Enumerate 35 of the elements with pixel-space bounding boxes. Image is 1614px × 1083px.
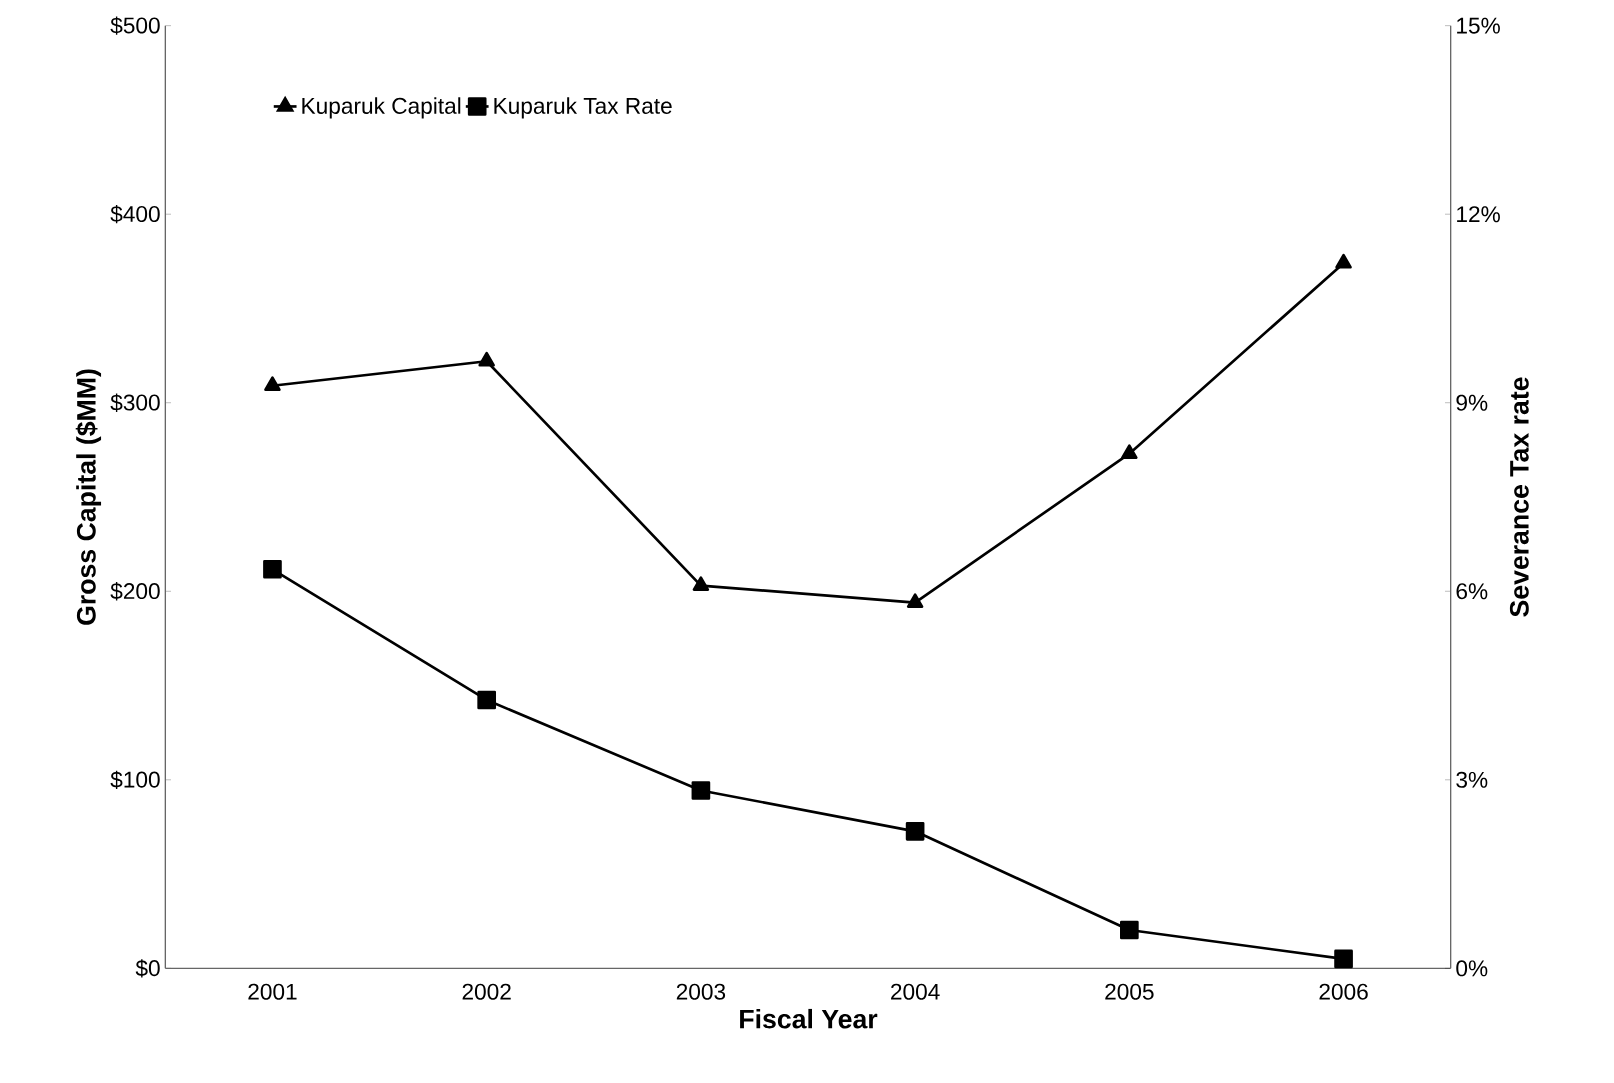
x-tick-label: 2003 [676,983,726,1000]
y2-axis-title: Severance Tax rate [1509,377,1529,617]
y2-tick-label: 15% [1457,17,1500,34]
point [1121,444,1138,459]
point [692,576,710,591]
x-tick-label: 2001 [248,983,297,1000]
legend-label: Kuparuk Capital [302,97,461,119]
y2-tick-label: 3% [1456,771,1488,788]
y2-tick-label: 12% [1457,206,1500,223]
y2-tick-label: 6% [1456,583,1488,600]
y-tick-label: $0 [135,959,160,978]
point [477,690,497,710]
y-tick-label: $200 [110,582,160,601]
point [906,593,924,608]
y-tick-label: $300 [110,393,160,412]
point [1334,949,1353,969]
point [478,351,495,367]
y-axis-title: Gross Capital ($MM) [75,369,102,625]
x-tick-label: 2002 [462,983,511,1000]
x-axis-title: Fiscal Year [740,1008,878,1029]
point [264,376,281,392]
y2-tick-label: 9% [1456,394,1488,411]
point [263,559,282,579]
y-tick-label: $400 [110,205,160,224]
point [1120,920,1139,940]
point [1335,253,1352,269]
y2-tick-label: 0% [1456,960,1488,977]
point [905,821,925,841]
x-tick-label: 2005 [1105,983,1154,1000]
y-tick-label: $500 [110,16,160,35]
point [691,781,711,800]
x-tick-label: 2004 [891,983,940,1000]
y-tick-label: $100 [110,770,160,789]
legend-label: Kuparuk Tax Rate [494,97,672,119]
x-tick-label: 2006 [1319,983,1368,1000]
